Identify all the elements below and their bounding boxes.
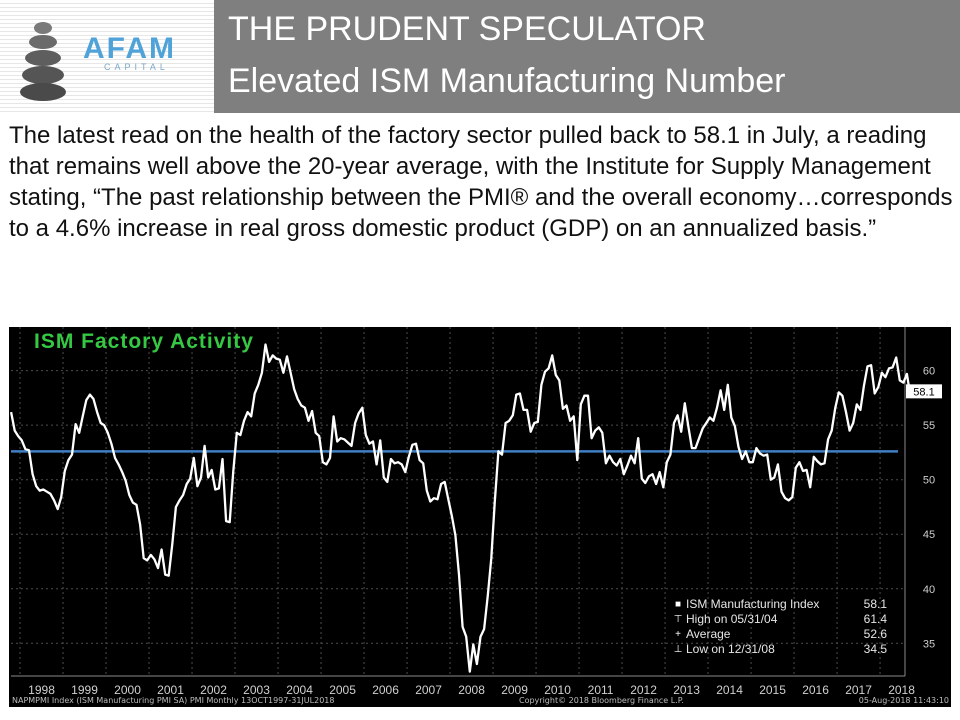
- ism-series-line: [9, 343, 916, 673]
- body-paragraph: The latest read on the health of the fac…: [9, 122, 953, 242]
- legend-value: 61.4: [863, 612, 887, 626]
- header-title-line1: THE PRUDENT SPECULATOR: [228, 10, 706, 48]
- y-tick-label: 60: [923, 366, 935, 378]
- legend-row: + Average 52.6: [672, 627, 887, 642]
- legend-value: 58.1: [863, 597, 887, 611]
- y-tick-label: 35: [923, 638, 935, 650]
- x-tick-label: 2000: [114, 683, 141, 697]
- x-tick-label: 2012: [630, 683, 657, 697]
- legend-row: ⊥ Low on 12/31/08 34.5: [672, 642, 887, 657]
- x-tick-label: 2013: [673, 683, 700, 697]
- x-tick-label: 2007: [415, 683, 442, 697]
- logo-wordmark: AFAM: [83, 32, 176, 65]
- ism-chart: 35 40 45 50 55 60 1998 1999 2000 2001 2002 2003 2004…: [9, 327, 951, 707]
- header-bar: AFAM CAPITAL THE PRUDENT SPECULATOR Elev…: [0, 0, 960, 113]
- legend-marker-icon: ⊤: [673, 614, 683, 625]
- x-tick-label: 2018: [888, 683, 915, 697]
- chart-footer: NAPMPMI Index (ISM Manufacturing PMI SA)…: [9, 696, 951, 707]
- legend-marker-icon: ⊥: [673, 644, 683, 655]
- last-value-box: [906, 384, 942, 399]
- chart-legend: ■ ISM Manufacturing Index 58.1 ⊤ High on 05/…: [672, 597, 887, 657]
- legend-label-text: High on 05/31/04: [686, 612, 778, 626]
- chart-svg: 35 40 45 50 55 60 1998 1999 2000 2001 2002 2003 2004…: [9, 327, 942, 697]
- x-tick-label: 2014: [716, 683, 743, 697]
- legend-value: 34.5: [863, 642, 887, 656]
- x-tick-label: 2006: [372, 683, 399, 697]
- legend-row: ■ ISM Manufacturing Index 58.1: [672, 597, 887, 612]
- chart-title: ISM Factory Activity: [34, 330, 254, 353]
- x-tick-label: 2002: [200, 683, 227, 697]
- x-tick-label: 2009: [501, 683, 528, 697]
- y-tick-label: 45: [923, 529, 935, 541]
- x-tick-label: 2010: [544, 683, 571, 697]
- x-tick-label: 2015: [759, 683, 786, 697]
- x-tick-label: 2005: [329, 683, 356, 697]
- x-tick-label: 2003: [243, 683, 270, 697]
- legend-marker-icon: +: [675, 629, 681, 640]
- x-tick-label: 1999: [71, 683, 98, 697]
- legend-value: 52.6: [863, 627, 887, 641]
- x-tick-label: 2008: [458, 683, 485, 697]
- legend-row: ⊤ High on 05/31/04 61.4: [672, 612, 887, 627]
- footer-timestamp: 05-Aug-2018 11:43:10: [858, 696, 949, 705]
- header-title-line2: Elevated ISM Manufacturing Number: [228, 62, 786, 100]
- footer-copyright: Copyright© 2018 Bloomberg Finance L.P.: [519, 696, 684, 705]
- y-tick-label: 40: [923, 584, 935, 596]
- legend-label-text: ISM Manufacturing Index: [686, 597, 820, 611]
- logo-panel: AFAM CAPITAL: [0, 0, 214, 113]
- stacked-stones-logo-icon: [20, 22, 66, 101]
- legend-label: ■ ISM Manufacturing Index: [672, 597, 819, 612]
- x-tick-label: 2011: [588, 683, 614, 697]
- legend-label: ⊥ Low on 12/31/08: [672, 642, 775, 657]
- legend-label: ⊤ High on 05/31/04: [672, 612, 778, 627]
- footer-source: NAPMPMI Index (ISM Manufacturing PMI SA)…: [12, 696, 335, 705]
- logo-subtitle: CAPITAL: [104, 62, 169, 72]
- last-value-label: 58.1: [913, 386, 934, 398]
- x-tick-label: 2016: [802, 683, 829, 697]
- legend-label: + Average: [672, 627, 730, 642]
- x-tick-label: 1998: [28, 683, 55, 697]
- y-tick-label: 50: [923, 475, 935, 487]
- legend-label-text: Average: [686, 627, 731, 641]
- y-tick-label: 55: [923, 420, 935, 432]
- legend-marker-icon: ■: [674, 599, 682, 610]
- x-tick-label: 2001: [157, 683, 184, 697]
- x-tick-label: 2017: [845, 683, 872, 697]
- legend-label-text: Low on 12/31/08: [686, 642, 775, 656]
- x-tick-label: 2004: [286, 683, 313, 697]
